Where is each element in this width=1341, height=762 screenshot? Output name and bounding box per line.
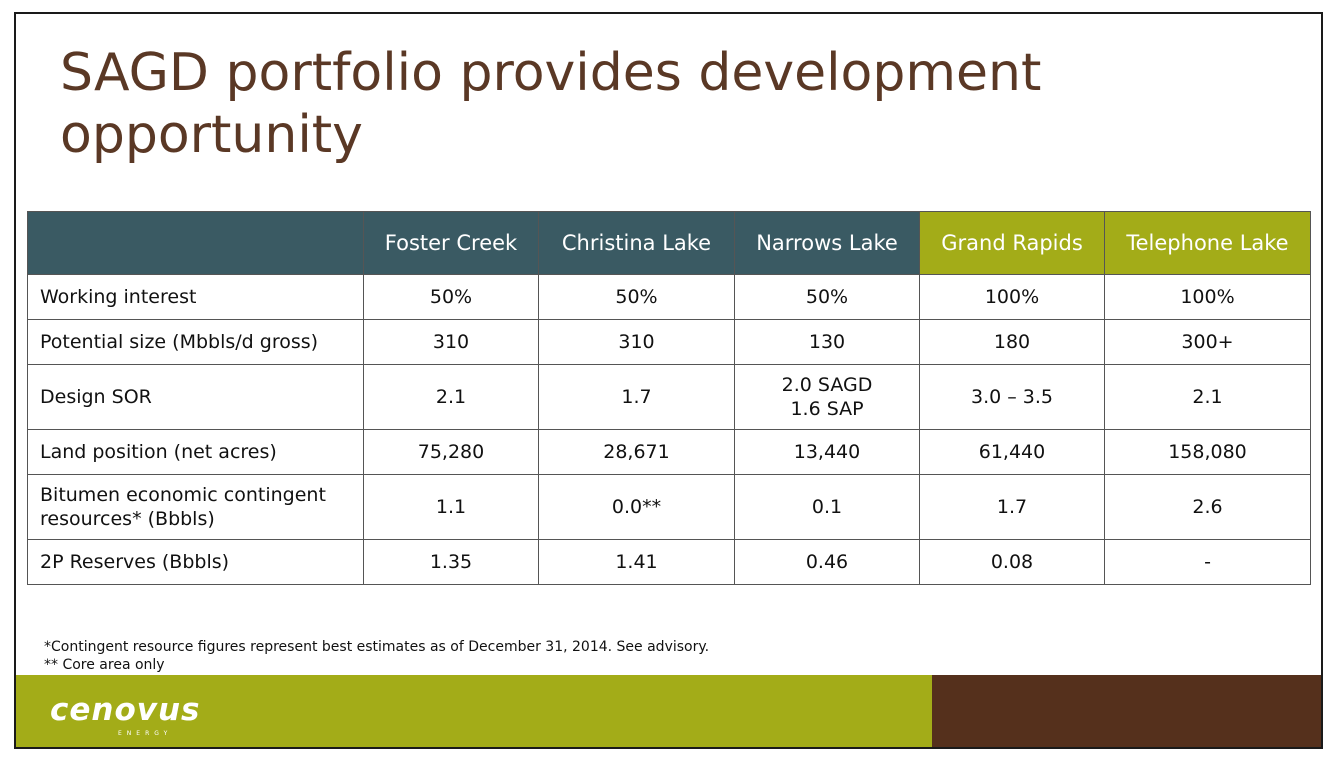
table-cell: 0.08: [919, 539, 1105, 585]
table-cell: 1.1: [363, 474, 539, 540]
footnote-contingent: *Contingent resource figures represent b…: [44, 639, 710, 655]
table-cell: 2.1: [1104, 364, 1311, 430]
row-label: Land position (net acres): [27, 429, 364, 475]
row-label: Working interest: [27, 274, 364, 320]
slide: SAGD portfolio provides development oppo…: [14, 12, 1323, 749]
table-cell: 1.41: [538, 539, 735, 585]
header-empty-cell: [27, 211, 364, 275]
header-telephone-lake: Telephone Lake: [1104, 211, 1311, 275]
table-cell: 0.0**: [538, 474, 735, 540]
footnotes: *Contingent resource figures represent b…: [44, 638, 709, 674]
table-header-row: Foster Creek Christina Lake Narrows Lake…: [27, 211, 1311, 275]
table-cell: 0.1: [734, 474, 920, 540]
table-cell: 61,440: [919, 429, 1105, 475]
table-cell: 130: [734, 319, 920, 365]
table-cell: 0.46: [734, 539, 920, 585]
table-row: Working interest 50% 50% 50% 100% 100%: [27, 274, 1311, 320]
table-cell: 100%: [919, 274, 1105, 320]
table-row: 2P Reserves (Bbbls) 1.35 1.41 0.46 0.08 …: [27, 539, 1311, 585]
table-cell: 180: [919, 319, 1105, 365]
row-label: 2P Reserves (Bbbls): [27, 539, 364, 585]
row-label: Design SOR: [27, 364, 364, 430]
footer-band-green: [16, 675, 932, 747]
table-cell: -: [1104, 539, 1311, 585]
table-cell: 1.7: [919, 474, 1105, 540]
footer-band-brown: [932, 675, 1321, 747]
table-cell: 28,671: [538, 429, 735, 475]
table-row: Bitumen economic contingent resources* (…: [27, 474, 1311, 540]
footnote-core-area: ** Core area only: [44, 657, 165, 673]
table-cell: 2.6: [1104, 474, 1311, 540]
header-narrows-lake: Narrows Lake: [734, 211, 920, 275]
row-label: Potential size (Mbbls/d gross): [27, 319, 364, 365]
table-cell: 2.1: [363, 364, 539, 430]
table-cell: 13,440: [734, 429, 920, 475]
header-christina-lake: Christina Lake: [538, 211, 735, 275]
row-label: Bitumen economic contingent resources* (…: [27, 474, 364, 540]
table-cell: 2.0 SAGD 1.6 SAP: [734, 364, 920, 430]
portfolio-table: Foster Creek Christina Lake Narrows Lake…: [27, 211, 1311, 585]
table-row: Design SOR 2.1 1.7 2.0 SAGD 1.6 SAP 3.0 …: [27, 364, 1311, 430]
table-cell: 1.7: [538, 364, 735, 430]
table-cell: 100%: [1104, 274, 1311, 320]
table-cell: 3.0 – 3.5: [919, 364, 1105, 430]
table-cell: 310: [363, 319, 539, 365]
cenovus-logo-subtext: ENERGY: [118, 730, 173, 737]
cenovus-logo: cenovus: [50, 692, 201, 728]
header-grand-rapids: Grand Rapids: [919, 211, 1105, 275]
slide-title: SAGD portfolio provides development oppo…: [60, 43, 1042, 165]
table-row: Potential size (Mbbls/d gross) 310 310 1…: [27, 319, 1311, 365]
table-cell: 310: [538, 319, 735, 365]
table-row: Land position (net acres) 75,280 28,671 …: [27, 429, 1311, 475]
table-cell: 300+: [1104, 319, 1311, 365]
table-cell: 50%: [734, 274, 920, 320]
table-cell: 50%: [538, 274, 735, 320]
table-cell: 1.35: [363, 539, 539, 585]
table-cell: 158,080: [1104, 429, 1311, 475]
table-cell: 75,280: [363, 429, 539, 475]
table-cell: 50%: [363, 274, 539, 320]
header-foster-creek: Foster Creek: [363, 211, 539, 275]
